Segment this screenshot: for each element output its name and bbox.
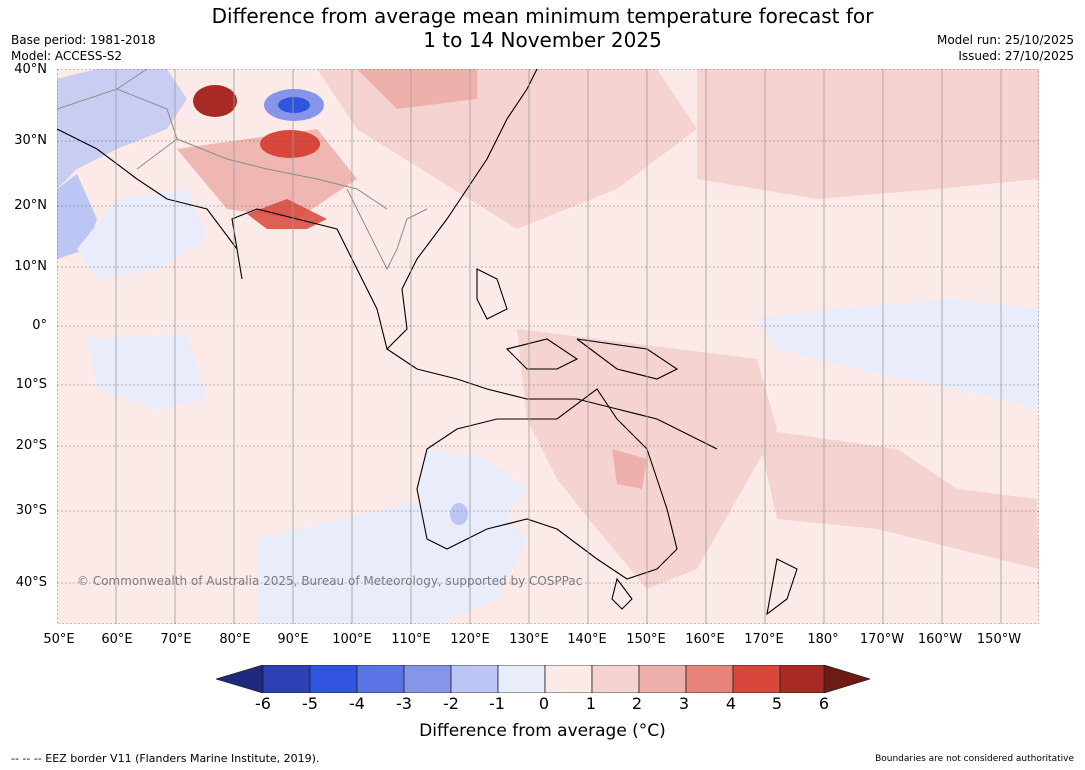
anomaly-region-wa-cool [417,449,527,529]
lat-label-30s: 30°S [15,503,47,518]
anomaly-region-north-warm [357,69,477,109]
lon-label-170w: 170°W [859,632,905,647]
lon-label-70e: 70°E [160,632,192,647]
lon-label-150w: 150°W [976,632,1022,647]
model-name: Model: ACCESS-S2 [11,49,123,63]
forecast-map [57,69,1039,624]
eez-footnote: -- -- -- EEZ border V11 (Flanders Marine… [11,752,320,765]
lon-label-50e: 50°E [43,632,75,647]
lon-label-170e: 170°E [744,632,784,647]
anomaly-region-wa-cold [450,503,468,525]
lat-label-40s: 40°S [15,575,47,590]
anomaly-region-indian-ocean-cool [87,334,207,409]
colorbar-swatch-11 [732,665,781,693]
colorbar-swatch-5 [450,665,499,693]
colorbar-swatch-2 [309,665,358,693]
lat-label-40n: 40°N [14,62,47,77]
lon-label-160w: 160°W [917,632,963,647]
lat-label-0: 0° [32,318,47,333]
issued-date: Issued: 27/10/2025 [958,49,1074,63]
lon-label-110e: 110°E [391,632,431,647]
colorbar-tick: -3 [396,694,412,713]
colorbar-swatch-over [823,665,870,693]
colorbar-swatch-9 [638,665,687,693]
colorbar-tick: -2 [443,694,459,713]
colorbar-tick: 1 [585,694,597,713]
colorbar-tick: 5 [771,694,783,713]
colorbar-tick: 2 [631,694,643,713]
meta-right: Model run: 25/10/2025 Issued: 27/10/2025 [937,32,1074,64]
colorbar-swatch-3 [356,665,405,693]
lat-label-10n: 10°N [14,259,47,274]
anomaly-region-arabian-cool [77,189,207,279]
anomaly-region-pamir-hot [193,85,237,117]
boundaries-disclaimer: Boundaries are not considered authoritat… [875,754,1074,764]
colorbar-swatch-7 [544,665,593,693]
lon-label-100e: 100°E [332,632,372,647]
colorbar-swatch-8 [591,665,640,693]
lon-label-80e: 80°E [219,632,251,647]
colorbar-tick: -6 [255,694,271,713]
colorbar-tick: 0 [538,694,550,713]
lat-label-20n: 20°N [14,198,47,213]
colorbar-swatch-10 [685,665,734,693]
coastlines [57,69,798,616]
lon-label-180: 180° [807,632,839,647]
lon-label-60e: 60°E [101,632,133,647]
map-canvas [57,69,1039,624]
lon-label-140e: 140°E [567,632,607,647]
lon-label-120e: 120°E [450,632,490,647]
colorbar-tick: -5 [302,694,318,713]
anomaly-region-australia-hot [612,449,647,489]
colorbar-swatch-under [216,665,264,693]
anomaly-region-tibet-cold-core [278,97,310,113]
lat-label-10s: 10°S [15,377,47,392]
meta-left: Base period: 1981-2018 Model: ACCESS-S2 [11,32,156,64]
model-run: Model run: 25/10/2025 [936,33,1074,47]
title-line-2: 1 to 14 November 2025 [423,28,662,52]
meridians [115,69,1002,624]
base-period: Base period: 1981-2018 [11,33,156,47]
colorbar-swatch-12 [779,665,825,693]
anomaly-region-tarim-hot [260,130,320,158]
copyright-notice: © Commonwealth of Australia 2025, Bureau… [77,574,583,588]
title-line-1: Difference from average mean minimum tem… [211,4,874,28]
map-title: Difference from average mean minimum tem… [0,4,1085,52]
colorbar-tick: -4 [349,694,365,713]
colorbar [216,665,870,693]
anomaly-region-north-pacific-warm [697,69,1039,199]
colorbar-label: Difference from average (°C) [419,721,666,741]
lon-label-130e: 130°E [509,632,549,647]
lat-label-30n: 30°N [14,133,47,148]
colorbar-tick: 3 [678,694,690,713]
lon-label-160e: 160°E [685,632,725,647]
anomaly-region-asia-warm [317,69,697,229]
colorbar-swatch-6 [497,665,546,693]
colorbar-swatch-1 [262,665,311,693]
anomaly-region-tasman-warm [757,429,1039,569]
anomaly-region-nw-cool [57,69,187,189]
lat-label-20s: 20°S [15,438,47,453]
colorbar-swatch-4 [403,665,452,693]
lon-label-150e: 150°E [626,632,666,647]
colorbar-tick: 6 [818,694,830,713]
colorbar-tick: -1 [489,694,505,713]
country-borders [57,69,428,271]
anomaly-region-equatorial-cool [757,299,1039,409]
colorbar-tick: 4 [725,694,737,713]
lon-label-90e: 90°E [277,632,309,647]
